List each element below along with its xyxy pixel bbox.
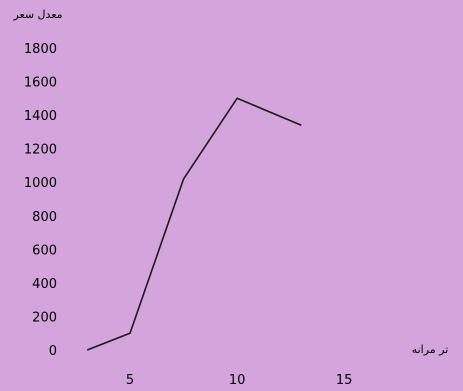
y-tick-label: 1000 — [24, 176, 57, 191]
y-axis-ticks: 0 200 400 600 800 1000 1200 1400 1600 1800 — [24, 42, 57, 359]
series-line — [86, 97, 302, 351]
y-tick-label: 0 — [49, 344, 57, 359]
y-tick-label: 600 — [32, 243, 57, 258]
y-tick-label: 1400 — [24, 109, 57, 124]
y-tick-label: 1800 — [24, 42, 57, 57]
y-tick-label: 1600 — [24, 76, 57, 91]
series-group — [86, 97, 302, 351]
x-tick-label: 5 — [126, 373, 134, 388]
x-tick-label: 15 — [336, 373, 353, 388]
x-axis-label: تر مرانه — [412, 343, 449, 356]
y-tick-label: 400 — [32, 277, 57, 292]
y-axis-label: معدل سعر — [12, 8, 62, 21]
y-tick-label: 1200 — [24, 143, 57, 158]
y-tick-label: 800 — [32, 210, 57, 225]
x-axis-ticks: 5 10 15 — [126, 373, 353, 388]
x-tick-label: 10 — [229, 373, 246, 388]
y-tick-label: 200 — [32, 310, 57, 325]
